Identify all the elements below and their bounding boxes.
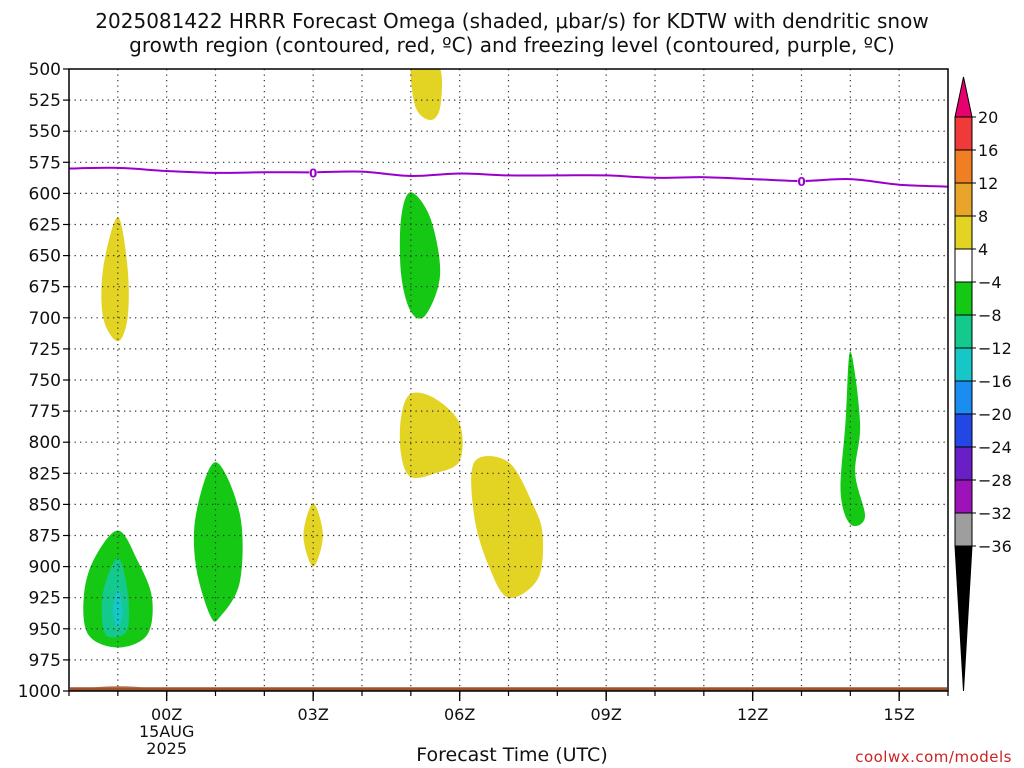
x-tick-label: 00Z bbox=[151, 705, 182, 724]
freezing-label-bg bbox=[797, 174, 806, 187]
y-tick-label: 550 bbox=[29, 122, 61, 142]
colorbar-box bbox=[954, 281, 973, 316]
colorbar-box bbox=[954, 182, 973, 217]
colorbar-box bbox=[954, 512, 973, 547]
terrain-band bbox=[70, 687, 947, 691]
y-tick-label: 950 bbox=[29, 620, 61, 640]
y-tick-label: 825 bbox=[29, 464, 61, 484]
colorbar-bottom-arrow bbox=[954, 545, 973, 692]
colorbar-label: 16 bbox=[978, 141, 998, 160]
colorbar-box bbox=[954, 380, 973, 415]
y-tick-label: 925 bbox=[29, 589, 61, 609]
colorbar-label: −28 bbox=[978, 471, 1012, 490]
y-tick-label: 975 bbox=[29, 651, 61, 671]
x-tick-label: 12Z bbox=[737, 705, 768, 724]
y-tick-label: 800 bbox=[29, 433, 61, 453]
omega-region-0 bbox=[410, 69, 442, 120]
y-tick-label: 625 bbox=[29, 216, 61, 236]
x-tick-label: 06Z bbox=[444, 705, 475, 724]
colorbar-label: 12 bbox=[978, 174, 998, 193]
omega-region-5 bbox=[193, 462, 243, 622]
freezing-level-line bbox=[68, 166, 949, 188]
y-tick-label: 750 bbox=[29, 371, 61, 391]
y-tick-label: 700 bbox=[29, 309, 61, 329]
colorbar-box bbox=[954, 413, 973, 448]
y-tick-label: 900 bbox=[29, 558, 61, 578]
colorbar-box bbox=[954, 116, 973, 151]
colorbar-label: −8 bbox=[978, 306, 1002, 325]
colorbar-box bbox=[954, 149, 973, 184]
colorbar-box bbox=[954, 347, 973, 382]
x-tick-label: 03Z bbox=[298, 705, 329, 724]
chart-title-line1: 2025081422 HRRR Forecast Omega (shaded, … bbox=[95, 9, 929, 33]
omega-region-3 bbox=[399, 392, 463, 479]
credit-link[interactable]: coolwx.com/models bbox=[855, 748, 1012, 766]
y-tick-label: 525 bbox=[29, 91, 61, 111]
y-tick-label: 600 bbox=[29, 184, 61, 204]
axes-layer: 500 525 550 575 600 625 650 675 700 725 750 775 800 8… bbox=[18, 60, 949, 758]
y-tick-label: 775 bbox=[29, 402, 61, 422]
colorbar-label: −32 bbox=[978, 504, 1012, 523]
colorbar-box bbox=[954, 479, 973, 514]
freezing-level-label: 0 bbox=[797, 175, 805, 189]
colorbar: 20 16 12 8 4 −4 −8 −12 −16 −20 −24 −28 −32 −36 bbox=[954, 76, 1012, 692]
colorbar-box bbox=[954, 314, 973, 349]
colorbar-label: −36 bbox=[978, 537, 1012, 556]
omega-region-7 bbox=[471, 456, 544, 598]
freezing-label-bg bbox=[309, 166, 318, 179]
colorbar-label: −12 bbox=[978, 339, 1012, 358]
colorbar-label: 20 bbox=[978, 108, 998, 127]
colorbar-box bbox=[954, 215, 973, 250]
omega-region-1 bbox=[101, 217, 129, 342]
x-date-label: 2025 bbox=[146, 739, 187, 758]
colorbar-box bbox=[954, 446, 973, 481]
y-tick-label: 725 bbox=[29, 340, 61, 360]
y-tick-label: 500 bbox=[29, 60, 61, 80]
chart-title-line2: growth region (contoured, red, ºC) and f… bbox=[129, 33, 895, 57]
omega-region-6 bbox=[303, 503, 323, 567]
x-tick-label: 09Z bbox=[591, 705, 622, 724]
colorbar-box bbox=[954, 248, 973, 283]
y-tick-label: 850 bbox=[29, 495, 61, 515]
omega-region-2 bbox=[399, 192, 441, 319]
x-tick-label: 15Z bbox=[884, 705, 915, 724]
terrain-bump bbox=[93, 686, 143, 688]
y-tick-label: 650 bbox=[29, 247, 61, 267]
x-axis-label: Forecast Time (UTC) bbox=[416, 744, 608, 766]
freezing-level-layer: 00 bbox=[68, 166, 949, 189]
y-tick-label: 675 bbox=[29, 278, 61, 298]
colorbar-top-arrow bbox=[954, 76, 973, 118]
colorbar-label: −4 bbox=[978, 273, 1002, 292]
x-date-label: 15AUG bbox=[139, 722, 194, 741]
y-tick-label: 575 bbox=[29, 153, 61, 173]
colorbar-label: −20 bbox=[978, 405, 1012, 424]
freezing-level-label: 0 bbox=[309, 166, 317, 180]
colorbar-label: −24 bbox=[978, 438, 1012, 457]
colorbar-label: 8 bbox=[978, 207, 988, 226]
y-tick-label: 875 bbox=[29, 527, 61, 547]
y-tick-label: 1000 bbox=[18, 682, 61, 702]
terrain-layer bbox=[70, 686, 947, 691]
omega-region-4 bbox=[840, 351, 866, 527]
colorbar-label: −16 bbox=[978, 372, 1012, 391]
colorbar-label: 4 bbox=[978, 240, 988, 259]
omega-fill-layer bbox=[83, 69, 866, 648]
grid-layer bbox=[69, 69, 948, 691]
